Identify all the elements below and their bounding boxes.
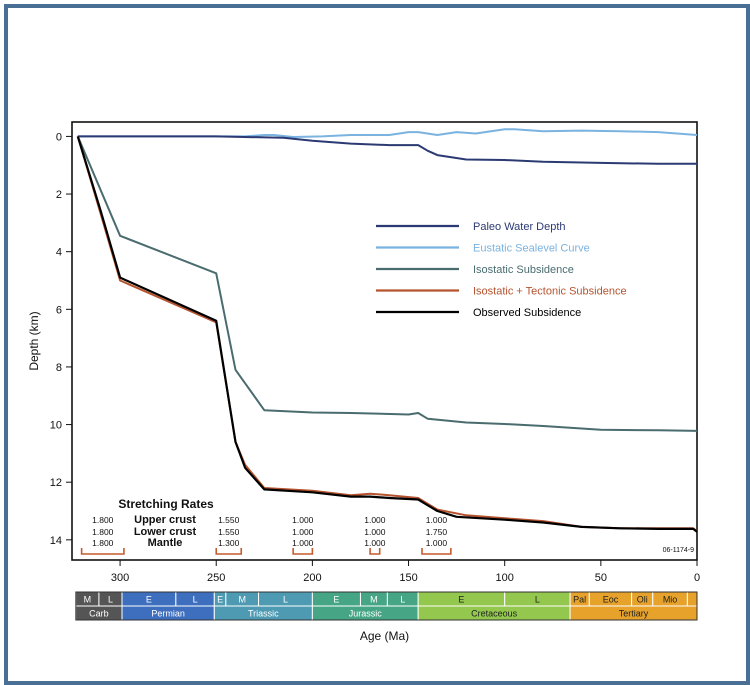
stretching-rate-value: 1.300 bbox=[218, 538, 240, 548]
x-tick-label: 0 bbox=[694, 572, 700, 584]
stretching-rate-value: 1.000 bbox=[292, 515, 314, 525]
timescale-epoch bbox=[686, 591, 698, 607]
stretching-rate-value: 1.000 bbox=[364, 515, 386, 525]
timescale-epoch-label: L bbox=[283, 595, 288, 605]
stretching-rate-value: 1.000 bbox=[426, 515, 448, 525]
series-line-isostatic-subsidence bbox=[76, 136, 698, 432]
stretching-event-bracket bbox=[292, 548, 314, 555]
timescale-epoch-label: Eoc bbox=[603, 595, 619, 605]
stretching-rate-value: 1.550 bbox=[218, 515, 240, 525]
x-tick-label: 100 bbox=[496, 572, 514, 584]
plot-area bbox=[71, 121, 698, 561]
timescale-epoch-label: L bbox=[400, 595, 405, 605]
stretching-event-bracket bbox=[421, 548, 452, 555]
timescale-epoch-label: M bbox=[238, 595, 246, 605]
series-line-observed-subsidence bbox=[76, 136, 698, 533]
timescale-epoch-label: E bbox=[217, 595, 223, 605]
legend-label: Isostatic + Tectonic Subsidence bbox=[473, 286, 627, 298]
timescale-border bbox=[75, 591, 698, 621]
stretching-rate-value: 1.550 bbox=[218, 527, 240, 537]
x-tick-label: 150 bbox=[399, 572, 417, 584]
stretching-rates-title: Stretching Rates bbox=[118, 497, 214, 511]
y-tick-label: 2 bbox=[56, 189, 62, 201]
stretching-row-label: Mantle bbox=[148, 537, 183, 549]
timescale-period-label: Triassic bbox=[248, 609, 279, 619]
stretching-rate-value: 1.800 bbox=[92, 538, 114, 548]
timescale-epoch-label: Mio bbox=[663, 595, 678, 605]
timescale-period-label: Cretaceous bbox=[471, 609, 518, 619]
stretching-row-label: Lower crust bbox=[134, 526, 197, 538]
timescale-epoch-label: M bbox=[84, 595, 92, 605]
y-tick-label: 6 bbox=[56, 304, 62, 316]
stretching-rate-value: 1.000 bbox=[364, 527, 386, 537]
timescale-epoch-label: E bbox=[146, 595, 152, 605]
timescale-epoch-label: E bbox=[333, 595, 339, 605]
y-axis-title: Depth (km) bbox=[27, 311, 41, 370]
stretching-event-bracket bbox=[80, 548, 125, 555]
x-tick-label: 200 bbox=[303, 572, 321, 584]
timescale-epoch-label: E bbox=[458, 595, 464, 605]
y-tick-label: 0 bbox=[56, 131, 62, 143]
figure-frame bbox=[4, 4, 750, 685]
series-line-eustatic-sealevel-curve bbox=[77, 128, 698, 138]
stretching-rate-value: 1.000 bbox=[292, 527, 314, 537]
stretching-rate-value: 1.000 bbox=[364, 538, 386, 548]
stretching-event-bracket bbox=[215, 548, 243, 555]
x-tick-label: 250 bbox=[207, 572, 225, 584]
y-tick-label: 4 bbox=[56, 247, 62, 259]
legend-label: Eustatic Sealevel Curve bbox=[473, 243, 590, 255]
x-axis-title: Age (Ma) bbox=[360, 629, 409, 643]
stretching-row-label: Upper crust bbox=[134, 514, 196, 526]
timescale-period-label: Permian bbox=[151, 609, 185, 619]
y-tick-label: 10 bbox=[50, 420, 62, 432]
timescale-epoch-label: L bbox=[108, 595, 113, 605]
stretching-event-bracket bbox=[369, 548, 381, 555]
x-tick-label: 300 bbox=[111, 572, 129, 584]
timescale-epoch-label: Oli bbox=[637, 595, 648, 605]
stretching-rate-value: 1.000 bbox=[426, 538, 448, 548]
timescale-epoch-label: L bbox=[535, 595, 540, 605]
timescale-epoch-label: Pal bbox=[573, 595, 586, 605]
stretching-rate-value: 1.750 bbox=[426, 527, 448, 537]
y-tick-label: 8 bbox=[56, 362, 62, 374]
stretching-rate-value: 1.000 bbox=[292, 538, 314, 548]
timescale-period-label: Tertiary bbox=[619, 609, 649, 619]
timescale-epoch-label: L bbox=[193, 595, 198, 605]
x-tick-label: 50 bbox=[595, 572, 607, 584]
legend-label: Isostatic Subsidence bbox=[473, 264, 574, 276]
y-tick-label: 14 bbox=[50, 535, 62, 547]
stretching-rate-value: 1.800 bbox=[92, 515, 114, 525]
figure-id: 06-1174-9 bbox=[663, 547, 695, 554]
timescale-epoch-label: M bbox=[370, 595, 378, 605]
timescale-period-label: Carb bbox=[89, 609, 109, 619]
series-line-paleo-water-depth bbox=[77, 135, 697, 165]
legend-label: Observed Subsidence bbox=[473, 307, 581, 319]
timescale-period-label: Jurassic bbox=[349, 609, 383, 619]
y-tick-label: 12 bbox=[50, 477, 62, 489]
stretching-rate-value: 1.800 bbox=[92, 527, 114, 537]
legend-label: Paleo Water Depth bbox=[473, 221, 566, 233]
